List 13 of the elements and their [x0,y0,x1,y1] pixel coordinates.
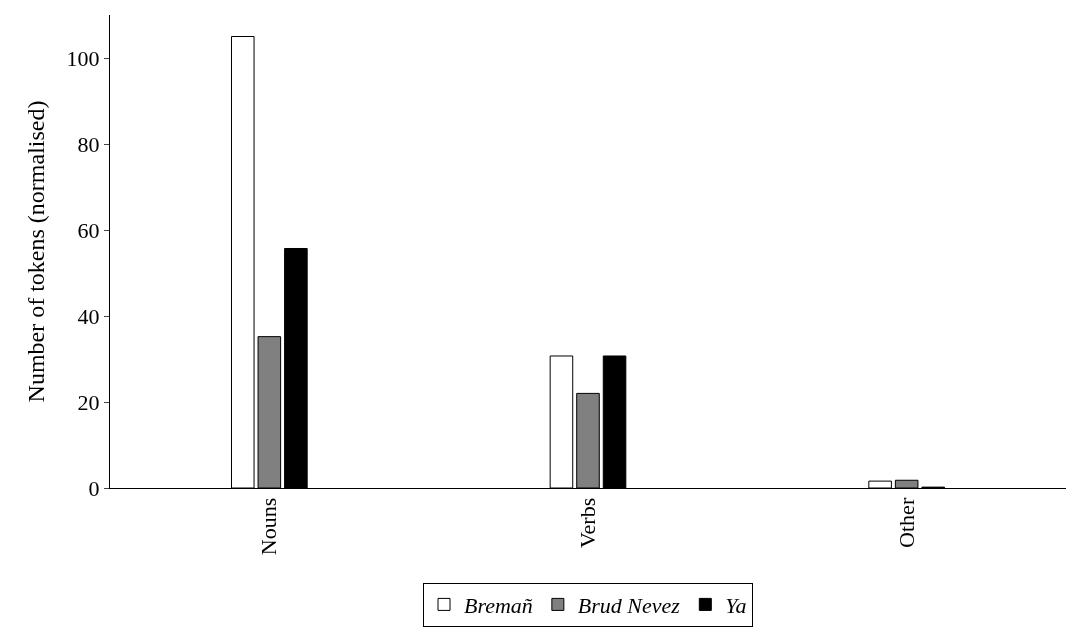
y-tick-label: 40 [77,303,100,329]
legend-label: Brud Nevez [577,592,681,618]
y-tick-label: 100 [66,45,100,71]
legend-label: Ya [725,592,747,618]
legend-label: Bremañ [464,592,533,618]
y-tick-label: 80 [77,131,100,157]
x-tick-label: Verbs [575,497,601,548]
x-tick-label: Other [893,497,919,548]
y-tick-label: 20 [77,389,100,415]
y-tick-label: 60 [77,217,100,243]
x-tick-label: Nouns [256,497,282,556]
y-axis-title: Number of tokens (normalised) [22,100,49,403]
y-tick-label: 0 [88,475,100,501]
